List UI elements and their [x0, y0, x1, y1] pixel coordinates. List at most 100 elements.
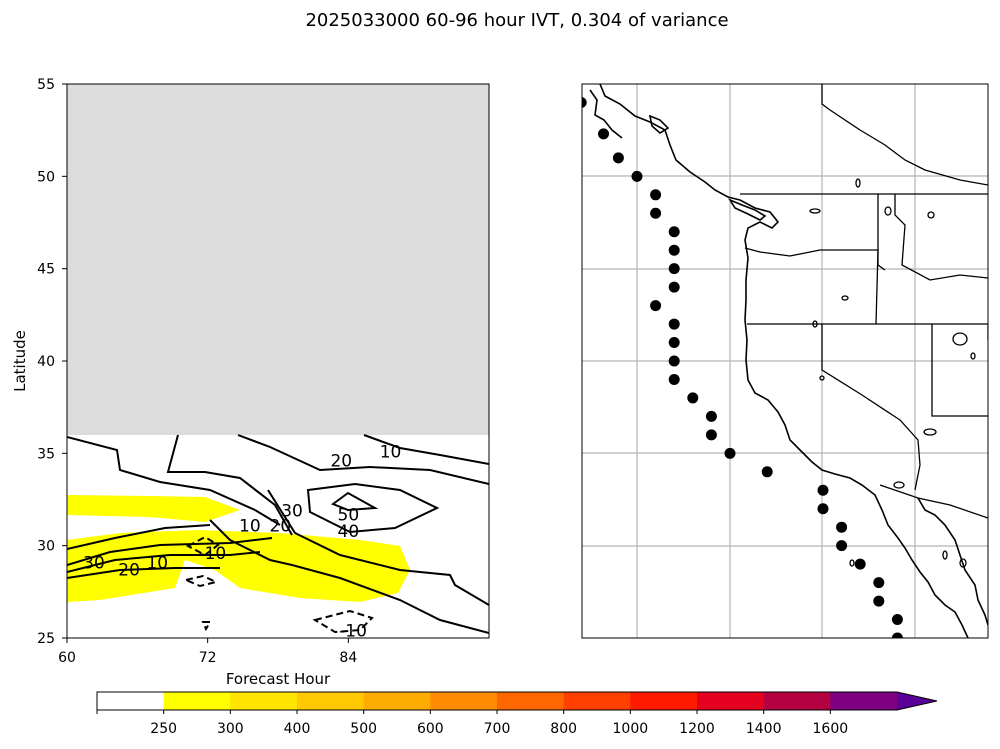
colorbar-segment: [163, 692, 231, 710]
lakes: [809, 178, 976, 568]
station-point: [650, 207, 662, 219]
contour-line: [67, 551, 261, 573]
station-point: [705, 429, 717, 441]
y-tick-label: 25: [37, 631, 55, 647]
coastline: [589, 89, 623, 139]
station-point: [817, 503, 829, 515]
colorbar-tick-label: 250: [150, 721, 177, 737]
contour-label: 20: [270, 516, 292, 536]
station-point: [668, 355, 680, 367]
colorbar-segment: [830, 692, 898, 710]
contour-line: [330, 491, 379, 512]
colorbar-tick-label: 1000: [613, 721, 649, 737]
border: [931, 324, 988, 417]
map-panel: [581, 83, 989, 639]
map-gridlines: [582, 84, 988, 638]
station-point: [836, 521, 848, 533]
x-tick-label: 72: [199, 650, 217, 666]
border: [894, 194, 988, 281]
x-tick-label: 60: [58, 650, 76, 666]
colorbar-segment: [297, 692, 365, 710]
x-axis-label: Forecast Hour: [226, 670, 331, 688]
station-point: [817, 484, 829, 496]
lake: [952, 332, 968, 346]
border: [744, 247, 886, 271]
station-point: [650, 189, 662, 201]
station-point: [761, 466, 773, 478]
contour-line: [267, 489, 489, 606]
station-point: [836, 540, 848, 552]
y-tick-label: 50: [37, 169, 55, 185]
contour-label: 30: [281, 502, 303, 522]
contour-label: 10: [380, 442, 402, 462]
contour-line: [209, 519, 489, 634]
lake: [959, 558, 967, 568]
y-axis-label: Latitude: [11, 330, 29, 392]
station-point: [612, 152, 624, 164]
figure-title: 2025033000 60-96 hour IVT, 0.304 of vari…: [305, 10, 728, 31]
lake: [819, 375, 825, 381]
missing-data-region: [67, 84, 489, 435]
colorbar-tick-label: 700: [484, 721, 511, 737]
border: [879, 484, 988, 519]
contour-label: 40: [338, 522, 360, 542]
colorbar-outline: [96, 691, 938, 711]
station-point: [687, 392, 699, 404]
colorbar-tick-label: 800: [550, 721, 577, 737]
contour-lines: [67, 434, 489, 634]
y-tick-label: 35: [37, 446, 55, 462]
station-point: [631, 170, 643, 182]
map-points: [582, 97, 903, 638]
colorbar-tick-label: 300: [217, 721, 244, 737]
station-point: [668, 226, 680, 238]
lake: [849, 559, 855, 567]
colorbar-segment: [630, 692, 698, 710]
lake: [893, 481, 905, 489]
colorbar-tick-label: 1600: [813, 721, 849, 737]
colorbar-tick-label: 1200: [679, 721, 715, 737]
contour-label: 10: [239, 516, 261, 536]
station-point: [891, 614, 903, 626]
map-frame: [581, 83, 989, 639]
contour-line: [67, 436, 281, 526]
contour-line: [237, 434, 489, 485]
contour-label: 30: [83, 553, 105, 573]
colorbar-extend: [897, 692, 937, 710]
lake: [942, 550, 948, 560]
contour-line: [363, 434, 489, 465]
station-point: [668, 337, 680, 349]
y-tick-label: 30: [37, 539, 55, 555]
colorbar-segment: [763, 692, 831, 710]
contour-label: 20: [118, 561, 140, 581]
lake: [812, 320, 818, 328]
colorbar-segment: [497, 692, 565, 710]
station-point: [650, 300, 662, 312]
station-point: [668, 263, 680, 275]
contour-label: 50: [338, 505, 360, 525]
y-tick-label: 55: [37, 77, 55, 93]
colorbar-segment: [430, 692, 498, 710]
negative-contour: [185, 535, 220, 557]
negative-contours: [182, 535, 374, 634]
contour-label: 20: [330, 452, 352, 472]
colorbar-tick-label: 500: [350, 721, 377, 737]
colorbar-tick-label: 600: [417, 721, 444, 737]
lake: [970, 352, 976, 360]
contour-line: [306, 482, 440, 534]
negative-contour: [182, 574, 219, 588]
station-point: [668, 373, 680, 385]
colorbar: 250 300 400 500 600 700 800 1000 1200 1400 1600: [96, 691, 938, 737]
negative-contour: [201, 621, 212, 632]
contour-line: [67, 537, 273, 566]
contour-label: -10: [198, 544, 226, 564]
contour-label: -10: [339, 622, 367, 642]
contour-line: [67, 524, 211, 550]
station-point: [873, 577, 885, 589]
y-tick-label: 45: [37, 262, 55, 278]
x-tick-label: 84: [339, 650, 357, 666]
station-point: [873, 595, 885, 607]
coastline: [648, 114, 670, 134]
